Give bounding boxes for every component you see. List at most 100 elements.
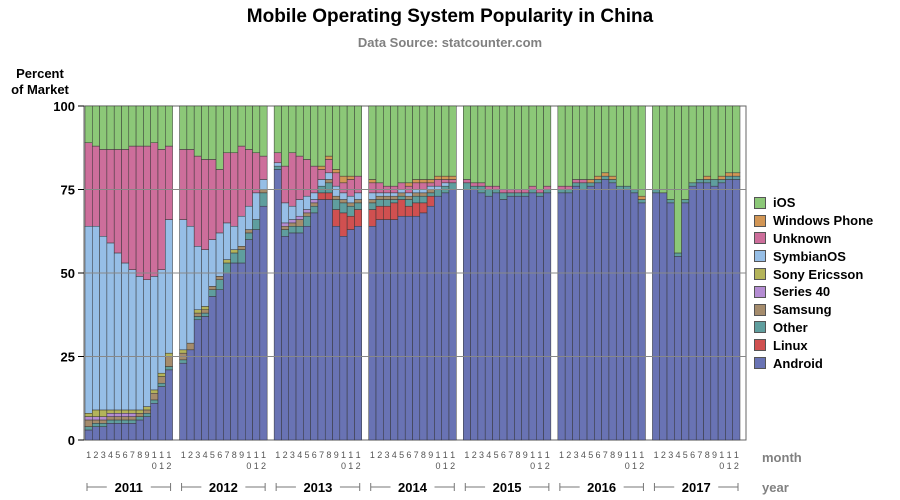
bar-segment-unknown-2015-2 — [470, 182, 479, 187]
month-label: 1 — [181, 450, 186, 460]
legend-item: Unknown — [754, 230, 873, 248]
month-label: 1 — [530, 450, 535, 460]
bar-segment-symbianos-2012-10 — [245, 205, 253, 230]
bar-segment-unknown-2012-9 — [237, 145, 246, 217]
month-label: 3 — [195, 450, 200, 460]
bar-segment-android-2016-1 — [557, 192, 566, 441]
bar-segment-ios-2016-2 — [564, 105, 573, 187]
bar-segment-android-2012-3 — [193, 319, 202, 441]
month-label: 0 — [152, 461, 157, 471]
bar-segment-symbianos-2013-7 — [317, 179, 326, 187]
month-label: 4 — [392, 450, 397, 460]
bar-segment-other-2015-5 — [492, 189, 501, 194]
bar-segment-samsung-2013-11 — [346, 202, 355, 207]
month-label: 2 — [566, 450, 571, 460]
bar-segment-unknown-2013-5 — [303, 159, 311, 197]
bar-segment-series-40-2011-5 — [113, 413, 122, 417]
month-label: 4 — [581, 450, 586, 460]
bar-segment-other-2012-7 — [223, 262, 231, 274]
bar-segment-android-2015-1 — [463, 189, 471, 441]
bar-segment-symbianos-2014-8 — [419, 189, 428, 194]
bar-segment-samsung-2013-4 — [295, 219, 304, 227]
bar-segment-other-2014-1 — [368, 202, 377, 210]
bar-segment-android-2016-9 — [615, 189, 624, 441]
bar-segment-ios-2015-8 — [514, 105, 522, 190]
bar-segment-symbianos-2014-1 — [368, 192, 377, 200]
bar-segment-symbianos-2014-7 — [412, 189, 421, 194]
year-label: 2012 — [209, 480, 238, 495]
legend-item: Android — [754, 354, 873, 372]
bar-segment-windows-phone-2014-7 — [412, 179, 421, 184]
bar-segment-ios-2014-12 — [448, 105, 457, 177]
bar-segment-symbianos-2013-12 — [354, 192, 362, 200]
legend-swatch — [754, 196, 766, 209]
bar-segment-android-2011-11 — [157, 386, 166, 441]
bar-segment-samsung-2014-1 — [368, 199, 377, 204]
bar-segment-samsung-2012-10 — [245, 229, 253, 234]
bar-segment-other-2015-11 — [536, 192, 544, 197]
bar-segment-windows-phone-2014-10 — [434, 175, 442, 180]
bar-segment-android-2016-12 — [637, 202, 646, 441]
month-label: 3 — [101, 450, 106, 460]
bar-segment-linux-2013-11 — [346, 215, 355, 230]
bar-segment-unknown-2015-7 — [506, 189, 515, 194]
bar-segment-other-2012-12 — [259, 192, 268, 207]
month-label: 8 — [421, 450, 426, 460]
bar-segment-linux-2014-4 — [390, 202, 399, 220]
bar-segment-samsung-2012-2 — [186, 342, 195, 351]
month-label: 1 — [152, 450, 157, 460]
bar-segment-symbianos-2012-6 — [215, 232, 224, 277]
bar-segment-ios-2012-3 — [193, 105, 202, 157]
month-label: 5 — [683, 450, 688, 460]
bar-segment-other-2011-6 — [121, 419, 130, 424]
bar-segment-samsung-2011-8 — [135, 413, 144, 417]
month-label: 6 — [595, 450, 600, 460]
bar-segment-ios-2013-2 — [281, 105, 289, 167]
bar-segment-ios-2016-1 — [557, 105, 566, 187]
bar-segment-ios-2011-11 — [157, 105, 166, 150]
bar-segment-linux-2014-7 — [412, 202, 421, 217]
bar-segment-other-2014-8 — [419, 195, 428, 204]
bar-segment-ios-2016-4 — [579, 105, 588, 180]
bar-segment-ios-2014-11 — [441, 105, 450, 177]
bar-segment-symbianos-2013-2 — [281, 202, 289, 224]
year-label: 2011 — [115, 480, 143, 495]
month-label: 2 — [166, 461, 171, 471]
bar-segment-unknown-2011-10 — [150, 142, 159, 277]
month-label: 3 — [384, 450, 389, 460]
bar-segment-windows-phone-2013-11 — [346, 175, 355, 180]
bar-segment-symbianos-2011-11 — [157, 269, 166, 374]
bar-segment-samsung-2013-8 — [324, 179, 333, 184]
month-label: 1 — [545, 450, 550, 460]
bar-segment-windows-phone-2017-11 — [725, 172, 733, 177]
bar-segment-windows-phone-2014-11 — [441, 175, 450, 180]
bar-segment-unknown-2015-11 — [536, 189, 544, 194]
bar-segment-android-2013-1 — [273, 169, 282, 441]
bar-segment-symbianos-2012-1 — [179, 219, 188, 351]
bar-segment-ios-2011-9 — [143, 105, 151, 147]
bar-segment-unknown-2012-7 — [223, 152, 231, 224]
bar-segment-android-2017-1 — [652, 192, 660, 441]
bar-segment-other-2016-4 — [579, 182, 588, 190]
bar-segment-ios-2013-3 — [288, 105, 297, 154]
month-label: 2 — [661, 450, 666, 460]
bar-segment-samsung-2011-9 — [143, 409, 151, 414]
bar-segment-linux-2013-9 — [332, 209, 341, 227]
bar-segment-series-40-2013-4 — [295, 215, 304, 220]
month-label: 2 — [188, 450, 193, 460]
bar-segment-other-2017-8 — [703, 179, 712, 184]
bar-segment-unknown-2015-6 — [499, 189, 508, 194]
bar-segment-ios-2017-6 — [688, 105, 697, 184]
bar-segment-ios-2012-8 — [230, 105, 239, 154]
bar-segment-sony-ericsson-2012-7 — [223, 259, 231, 264]
bar-segment-other-2011-7 — [128, 419, 137, 424]
bar-segment-other-2013-4 — [295, 225, 304, 234]
bar-segment-unknown-2012-1 — [179, 149, 188, 220]
bar-segment-android-2017-3 — [666, 202, 675, 441]
bar-segment-android-2012-11 — [252, 229, 261, 441]
bar-segment-other-2012-8 — [230, 252, 239, 264]
bar-segment-samsung-2014-8 — [419, 192, 428, 197]
y-tick-label: 50 — [61, 266, 75, 281]
bar-segment-linux-2014-9 — [426, 195, 435, 207]
month-label: 1 — [654, 450, 659, 460]
